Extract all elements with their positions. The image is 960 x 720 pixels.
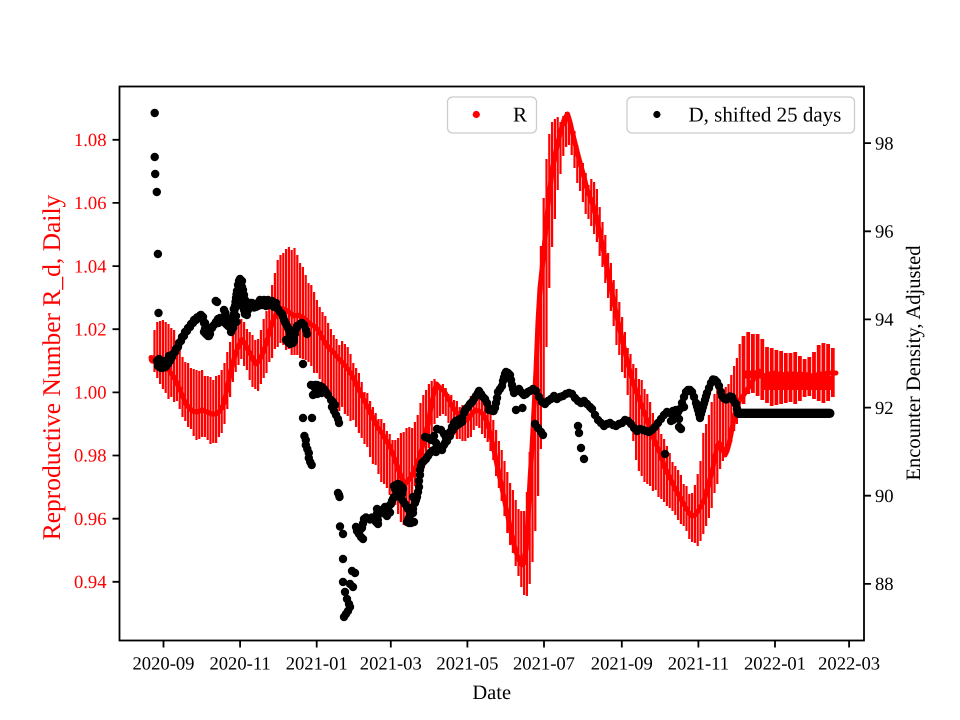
svg-text:2021-03: 2021-03 — [360, 654, 422, 675]
svg-text:1.04: 1.04 — [74, 256, 107, 277]
svg-text:0.98: 0.98 — [74, 446, 107, 467]
svg-text:D, shifted 25 days: D, shifted 25 days — [689, 103, 842, 127]
svg-text:Reproductive Number R_d, Daily: Reproductive Number R_d, Daily — [37, 194, 66, 540]
svg-text:94: 94 — [875, 310, 894, 331]
svg-text:88: 88 — [875, 574, 894, 595]
svg-text:1.06: 1.06 — [74, 193, 107, 214]
svg-text:2022-03: 2022-03 — [818, 654, 880, 675]
svg-text:2021-01: 2021-01 — [286, 654, 348, 675]
svg-text:2021-05: 2021-05 — [436, 654, 498, 675]
svg-text:92: 92 — [875, 398, 894, 419]
svg-text:2020-11: 2020-11 — [209, 654, 270, 675]
svg-text:Encounter Density, Adjusted: Encounter Density, Adjusted — [903, 246, 925, 481]
svg-text:0.96: 0.96 — [74, 509, 107, 530]
svg-text:0.94: 0.94 — [74, 572, 107, 593]
svg-text:2020-09: 2020-09 — [133, 654, 195, 675]
svg-text:2021-07: 2021-07 — [513, 654, 575, 675]
svg-text:2021-09: 2021-09 — [591, 654, 653, 675]
svg-text:2022-01: 2022-01 — [744, 654, 806, 675]
svg-text:98: 98 — [875, 133, 894, 154]
svg-text:2021-11: 2021-11 — [668, 654, 729, 675]
svg-text:Date: Date — [472, 682, 511, 704]
svg-text:1.08: 1.08 — [74, 130, 107, 151]
svg-text:1.00: 1.00 — [74, 383, 107, 404]
svg-text:90: 90 — [875, 486, 894, 507]
svg-text:96: 96 — [875, 222, 894, 243]
svg-text:1.02: 1.02 — [74, 319, 107, 340]
svg-text:R: R — [513, 103, 527, 127]
